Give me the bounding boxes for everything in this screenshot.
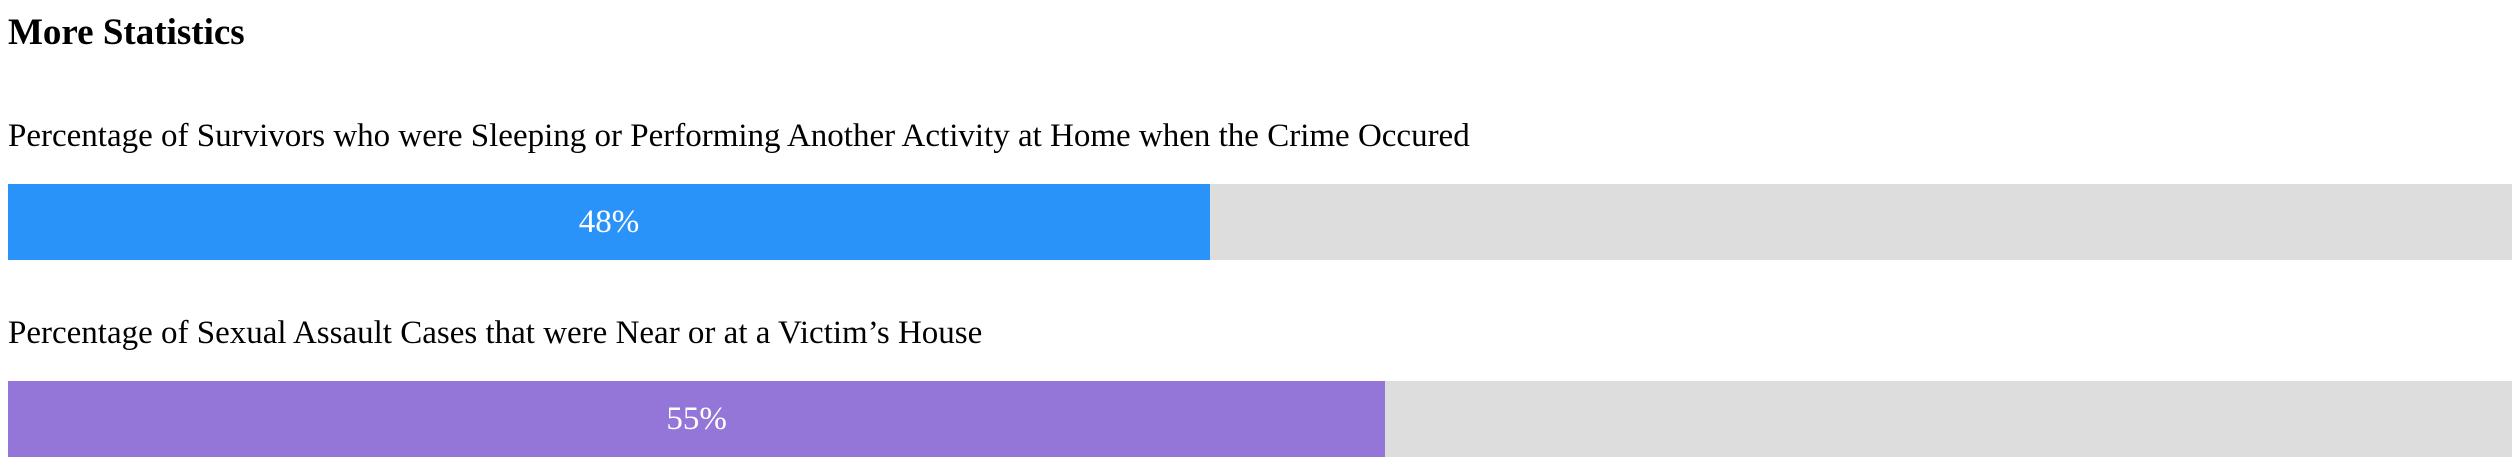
stat-item-sleeping: Percentage of Survivors who were Sleepin… <box>8 111 2512 260</box>
progress-track: 48% <box>8 184 2512 260</box>
progress-track: 55% <box>8 381 2512 457</box>
statistics-section: More Statistics Percentage of Survivors … <box>8 0 2512 457</box>
stat-item-near-house: Percentage of Sexual Assault Cases that … <box>8 308 2512 457</box>
progress-fill: 48% <box>8 184 1210 260</box>
section-title: More Statistics <box>8 12 245 53</box>
progress-percent-label: 48% <box>578 203 640 240</box>
stat-label: Percentage of Survivors who were Sleepin… <box>8 118 1470 154</box>
progress-percent-label: 55% <box>666 400 727 437</box>
progress-fill: 55% <box>8 381 1386 457</box>
stat-label: Percentage of Sexual Assault Cases that … <box>8 315 983 351</box>
